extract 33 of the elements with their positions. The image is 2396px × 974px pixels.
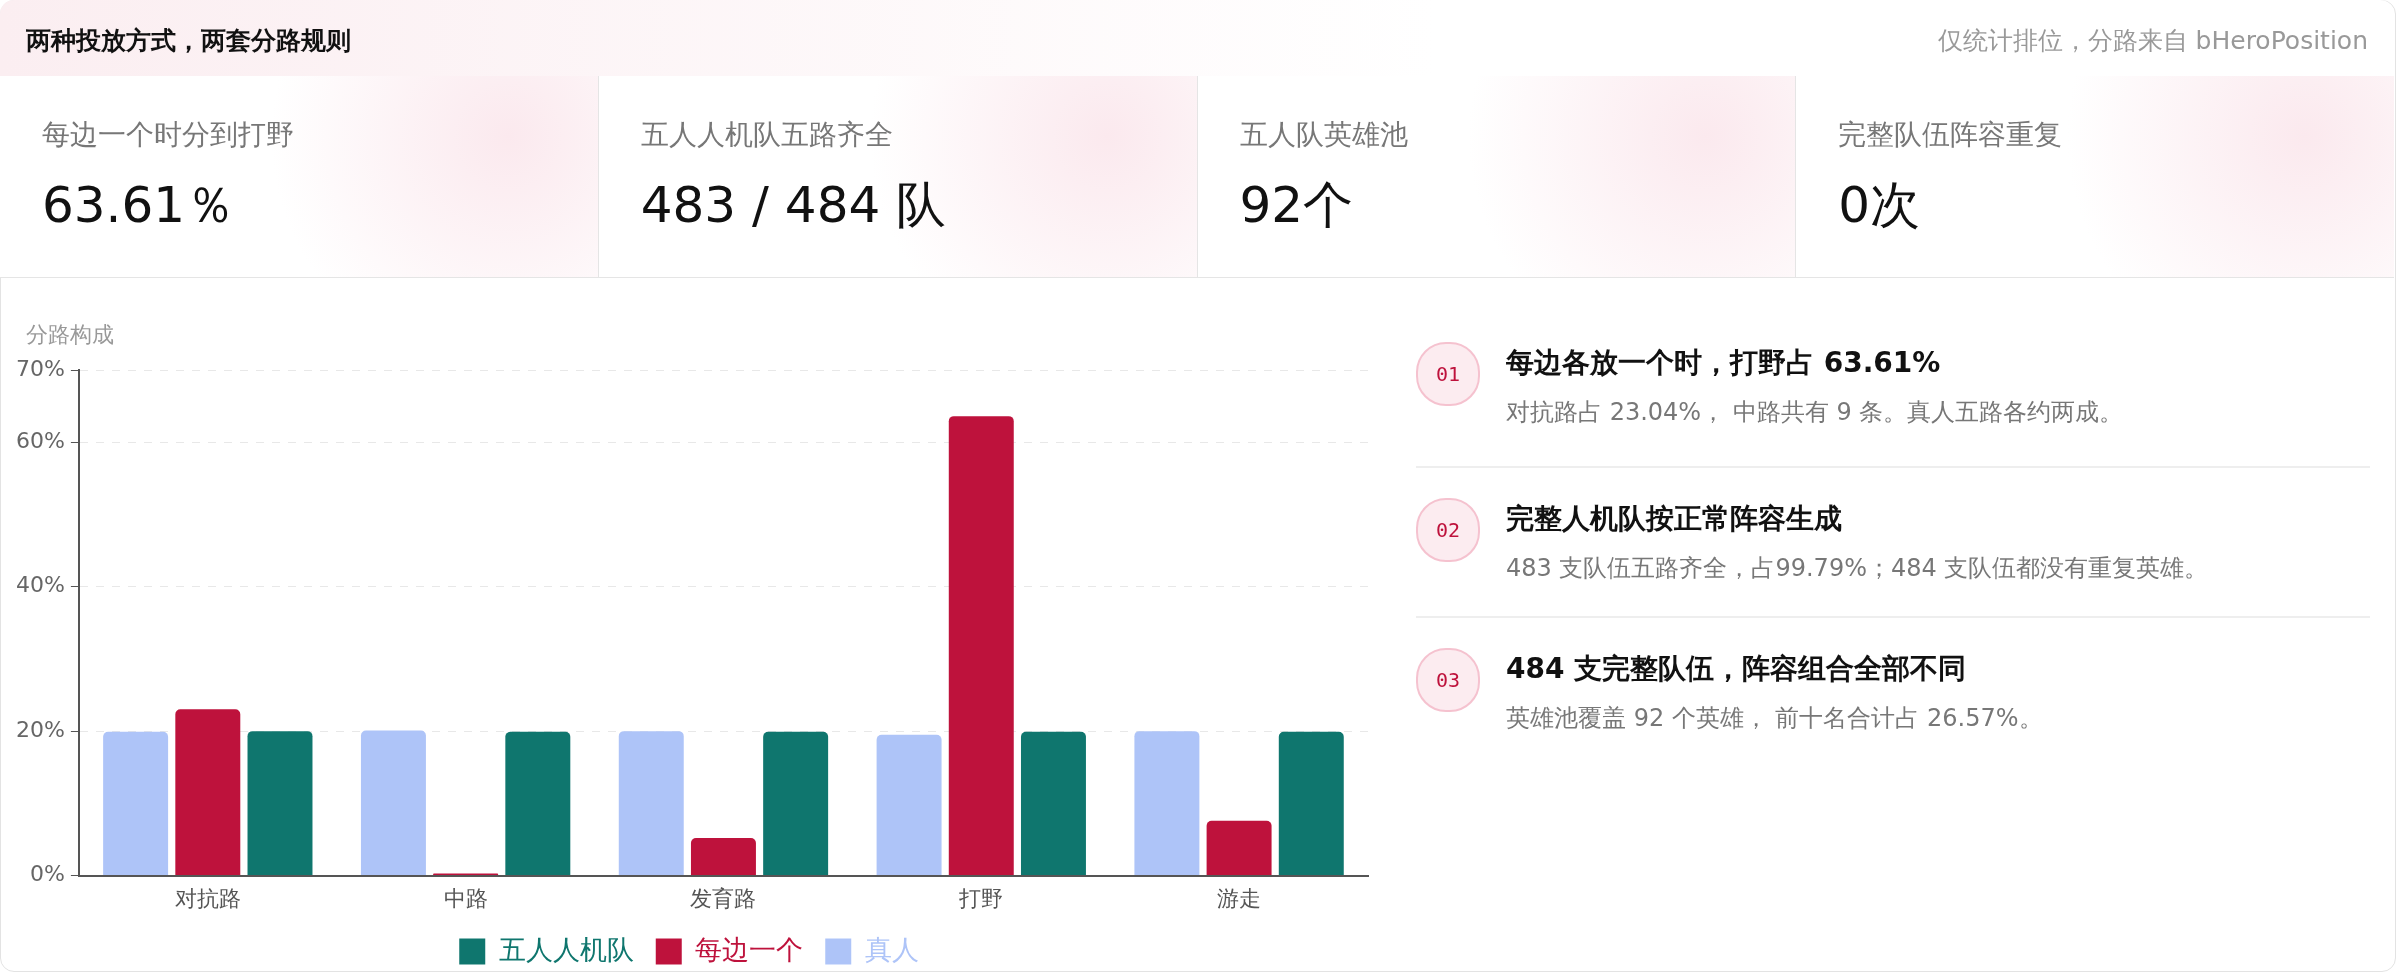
text: 仅统计排位，分路来自 bHeroPosition [1937, 25, 2368, 57]
y-tick-label: 0% [29, 861, 65, 887]
text: 对抗路占 23.04%， 中路共有 9 条。真人五路各约两成。 [1506, 397, 2124, 428]
text: 每边一个时分到打野 [42, 117, 294, 153]
text: 每边各放一个时，打野占 63.61% [1506, 345, 1941, 381]
text: 两种投放方式，两套分路规则 [26, 25, 351, 57]
text: 五人队英雄池 [1239, 117, 1408, 153]
y-tick-label: 60% [15, 427, 65, 453]
text: 484 支完整队伍，阵容组合全部不同 [1506, 651, 1967, 687]
x-tick-label: 发育路 [690, 885, 757, 911]
chart-title: 分路构成 [26, 321, 114, 349]
text: 01 [1416, 342, 1480, 406]
legend-label: 五人人机队 [498, 933, 634, 965]
text: 英雄池覆盖 92 个英雄， 前十名合计占 26.57%。 [1506, 703, 2043, 734]
y-tick-label: 70% [15, 355, 65, 381]
y-tick-label: 20% [15, 716, 65, 742]
text: 02 [1416, 498, 1480, 562]
text: 92个 [1239, 175, 1354, 236]
x-tick-label: 对抗路 [174, 885, 241, 911]
text: 63.61％ [42, 175, 236, 236]
x-tick-label: 打野 [958, 885, 1004, 911]
x-tick-label: 中路 [443, 885, 488, 911]
text: 483 / 484 队 [640, 175, 947, 236]
legend-label: 每边一个 [695, 933, 804, 965]
legend-label: 真人 [864, 933, 919, 965]
text: 483 支队伍五路齐全，占99.79%；484 支队伍都没有重复英雄。 [1506, 553, 2209, 584]
text: 03 [1416, 648, 1480, 712]
text: 完整队伍阵容重复 [1838, 117, 2063, 153]
text: 五人人机队五路齐全 [640, 117, 893, 153]
y-tick-label: 40% [15, 572, 65, 598]
x-tick-label: 游走 [1217, 885, 1262, 911]
text: 0次 [1838, 175, 1921, 236]
text: 完整人机队按正常阵容生成 [1506, 501, 1842, 537]
